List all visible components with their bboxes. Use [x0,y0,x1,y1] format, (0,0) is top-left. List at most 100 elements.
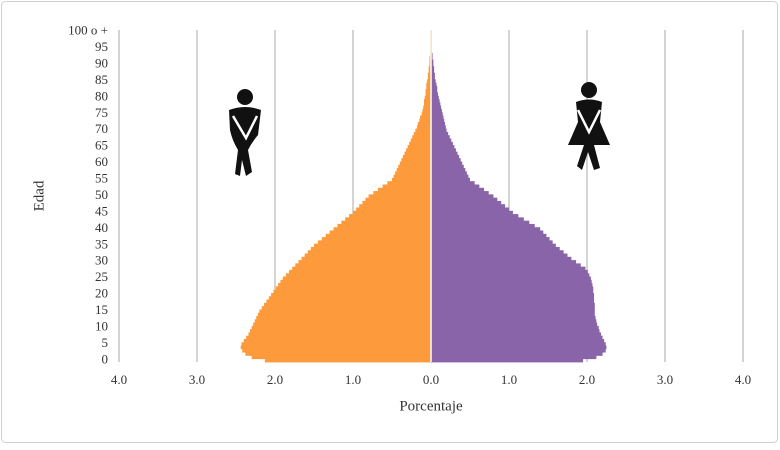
bar [431,283,593,287]
bar [289,269,431,274]
bar [431,141,453,146]
bar [353,210,431,215]
x-tick-label: 2.0 [579,372,595,387]
bar [349,214,431,218]
bar [431,223,535,228]
bar [431,217,524,222]
y-tick-label: 80 [95,88,108,103]
bar [431,260,577,264]
bar [431,128,447,133]
y-tick-label: 10 [95,318,108,333]
bar [415,128,431,133]
bar [431,306,595,310]
bar [398,164,431,169]
bar [431,115,444,120]
bar [250,329,431,333]
bar [431,322,598,327]
y-tick-label: 25 [95,269,108,284]
bar [246,335,431,340]
bar [377,187,431,192]
bar [395,171,431,176]
bar [396,168,431,172]
y-tick-label: 30 [95,253,108,268]
bar [256,315,431,320]
bar [431,348,606,353]
bar [295,263,431,268]
bar [431,240,553,245]
bar [407,145,431,149]
bar [431,335,603,340]
bar [271,292,431,297]
bar [310,246,431,251]
y-tick-label: 60 [95,154,108,169]
bar [431,246,560,251]
y-tick-label: 75 [95,105,108,120]
bar [431,289,594,294]
x-tick-label: 2.0 [267,372,283,387]
bar [278,283,431,287]
bar [404,151,431,156]
bar [362,200,431,205]
bar [419,118,431,123]
y-tick-label: 95 [95,39,108,54]
bar [254,319,431,323]
y-tick-label: 15 [95,302,108,317]
bar [431,102,441,107]
x-tick-label: 0.0 [423,372,439,387]
bar [264,358,431,363]
y-tick-label: 5 [102,335,109,350]
y-tick-label: 0 [102,351,109,366]
bar [431,131,449,136]
bar [431,345,607,350]
bar [425,89,431,93]
bar [431,296,595,300]
bar [345,217,431,222]
bar [431,82,437,87]
bar [282,276,431,281]
bar [431,194,494,199]
bar [285,273,431,277]
bar [431,286,594,291]
bar [268,296,431,300]
bar [431,164,464,169]
bar [431,138,452,143]
bar [423,99,431,103]
bar [301,256,431,261]
y-tick-label: 40 [95,220,108,235]
labels: 4.0 3.0 2.0 1.0 0.0 1.0 2.0 3.0 4.00510152025303… [68,23,751,387]
bar [431,299,595,304]
bar [427,72,431,77]
bar [426,82,431,87]
bar [431,263,581,268]
bar [417,122,431,126]
bar [317,240,431,245]
y-tick-label: 70 [95,121,108,136]
bar [431,145,455,149]
bar [431,266,586,271]
y-tick-label: 50 [95,187,108,202]
bar [431,342,606,346]
bar [431,312,595,317]
bar [275,286,431,291]
bar [259,309,431,314]
bar [431,59,434,64]
bar [431,214,519,218]
bar [431,309,595,314]
bar [393,174,431,179]
bar [431,355,597,360]
bar [431,99,440,103]
bar [431,181,475,185]
bar [428,69,431,74]
bar [241,342,431,346]
bar [402,154,431,159]
bar [431,174,469,179]
bar [431,279,592,284]
bar [431,168,466,172]
bar [431,125,446,130]
bar [257,312,431,317]
bar [431,256,572,261]
bar [431,158,461,162]
bar [431,122,446,126]
bar [431,237,550,241]
bar [431,69,435,74]
